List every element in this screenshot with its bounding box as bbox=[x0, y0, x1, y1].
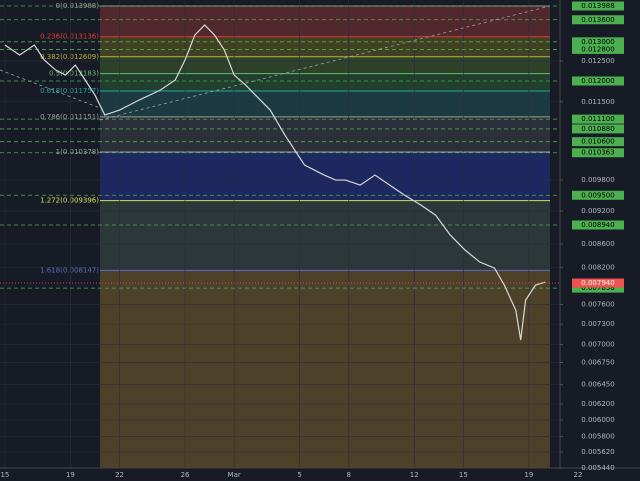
x-tick-label: Mar bbox=[228, 471, 241, 479]
level-box bbox=[572, 190, 624, 200]
y-tick-label: 0.011500 bbox=[581, 98, 614, 106]
y-tick-label: 0.012500 bbox=[581, 57, 614, 65]
x-tick-label: 12 bbox=[410, 471, 419, 479]
y-tick-label: 0.008600 bbox=[581, 240, 614, 248]
y-tick-label: 0.005440 bbox=[581, 464, 614, 472]
level-label: 0.011100 bbox=[581, 115, 614, 123]
fib-label: 0.618(0.011757) bbox=[40, 87, 99, 95]
fib-band bbox=[100, 116, 550, 153]
level-box bbox=[572, 220, 624, 230]
x-tick-label: 15 bbox=[0, 471, 9, 479]
level-label: 0.007858 bbox=[581, 284, 614, 292]
x-tick-label: 19 bbox=[66, 471, 75, 479]
level-label: 0.013988 bbox=[581, 2, 614, 10]
fib-label: 0.236(0.013136) bbox=[40, 33, 99, 41]
x-tick-label: 26 bbox=[181, 471, 190, 479]
y-tick-label: 0.007000 bbox=[581, 341, 614, 349]
level-label: 0.013000 bbox=[581, 38, 614, 46]
y-tick-label: 0.005620 bbox=[581, 448, 614, 456]
x-tick-label: 19 bbox=[524, 471, 533, 479]
level-label: 0.010363 bbox=[581, 149, 614, 157]
y-tick-label: 0.006750 bbox=[581, 358, 614, 366]
fib-label: 1.618(0.008147) bbox=[40, 266, 99, 274]
level-box bbox=[572, 137, 624, 147]
x-tick-label: 8 bbox=[347, 471, 351, 479]
y-tick-label: 0.006000 bbox=[581, 416, 614, 424]
y-tick-label: 0.008200 bbox=[581, 263, 614, 271]
x-tick-label: 22 bbox=[115, 471, 124, 479]
level-label: 0.008940 bbox=[581, 221, 614, 229]
level-label: 0.012800 bbox=[581, 45, 614, 53]
y-tick-label: 0.005800 bbox=[581, 433, 614, 441]
level-label: 0.010600 bbox=[581, 138, 614, 146]
fib-band bbox=[100, 90, 550, 117]
fib-band bbox=[100, 73, 550, 91]
level-box bbox=[572, 1, 624, 11]
y-tick-label: 0.006450 bbox=[581, 381, 614, 389]
price-line bbox=[4, 24, 546, 341]
level-box bbox=[572, 124, 624, 134]
level-box bbox=[572, 283, 624, 293]
level-box bbox=[572, 76, 624, 86]
last-price-box bbox=[572, 278, 624, 288]
y-tick-label: 0.009200 bbox=[581, 207, 614, 215]
fib-band bbox=[100, 152, 550, 201]
y-tick-label: 0.009800 bbox=[581, 176, 614, 184]
x-tick-label: 22 bbox=[574, 471, 583, 479]
level-label: 0.010880 bbox=[581, 125, 614, 133]
fib-band bbox=[100, 56, 550, 74]
last-price-label: 0.007940 bbox=[581, 279, 614, 287]
level-box bbox=[572, 44, 624, 54]
level-box bbox=[572, 114, 624, 124]
level-box bbox=[572, 15, 624, 25]
y-tick-label: 0.007300 bbox=[581, 320, 614, 328]
fib-label: 0.5(0.012183) bbox=[49, 70, 99, 78]
fib-band bbox=[100, 270, 550, 468]
y-tick-label: 0.007600 bbox=[581, 300, 614, 308]
level-label: 0.013600 bbox=[581, 16, 614, 24]
level-label: 0.009500 bbox=[581, 191, 614, 199]
x-tick-label: 15 bbox=[459, 471, 468, 479]
level-box bbox=[572, 148, 624, 158]
fib-band bbox=[100, 6, 550, 37]
x-tick-label: 5 bbox=[297, 471, 301, 479]
fib-label: 0.786(0.011151) bbox=[40, 113, 99, 121]
fib-band bbox=[100, 36, 550, 57]
trend-line bbox=[99, 5, 551, 121]
y-tick-label: 0.006200 bbox=[581, 400, 614, 408]
level-box bbox=[572, 37, 624, 47]
fib-label: 0.382(0.012609) bbox=[40, 53, 99, 61]
fib-label: 1.272(0.009396) bbox=[40, 197, 99, 205]
fib-label: 1(0.010378) bbox=[56, 148, 100, 156]
level-label: 0.012000 bbox=[581, 77, 614, 85]
